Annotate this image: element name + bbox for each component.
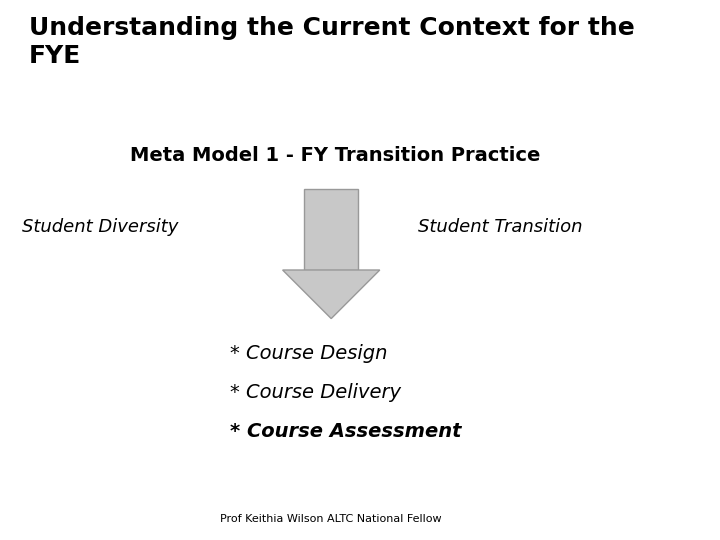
Polygon shape xyxy=(283,270,380,319)
Text: Meta Model 1 - FY Transition Practice: Meta Model 1 - FY Transition Practice xyxy=(130,146,540,165)
Text: * Course Design: * Course Design xyxy=(230,344,388,363)
Text: Understanding the Current Context for the
FYE: Understanding the Current Context for th… xyxy=(29,16,634,68)
Text: * Course Delivery: * Course Delivery xyxy=(230,383,402,402)
Text: Student Diversity: Student Diversity xyxy=(22,218,178,236)
Text: * Course Assessment: * Course Assessment xyxy=(230,422,462,441)
Text: Student Transition: Student Transition xyxy=(418,218,582,236)
Text: Prof Keithia Wilson ALTC National Fellow: Prof Keithia Wilson ALTC National Fellow xyxy=(220,514,442,524)
Bar xyxy=(305,189,359,270)
